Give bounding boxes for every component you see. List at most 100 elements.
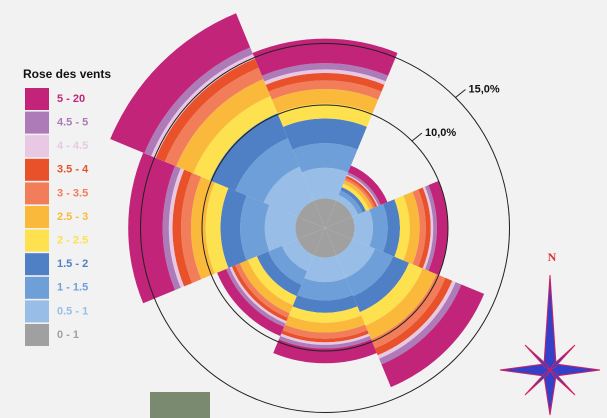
compass bbox=[499, 274, 601, 416]
sector-segment bbox=[341, 183, 370, 212]
sector-segment bbox=[347, 172, 381, 206]
sector-segment bbox=[281, 330, 369, 343]
ring-leader bbox=[455, 89, 466, 98]
sector-segment bbox=[144, 47, 253, 156]
ring-leader bbox=[411, 132, 423, 142]
legend-label: 1.5 - 2 bbox=[57, 258, 88, 270]
grid-ring bbox=[201, 104, 449, 352]
sector-segment bbox=[220, 187, 247, 269]
sector-segment bbox=[268, 80, 382, 100]
sector-segment bbox=[371, 274, 446, 349]
sector-segment bbox=[418, 187, 431, 269]
sector-segment bbox=[284, 315, 366, 333]
sector-segment bbox=[247, 256, 297, 306]
sector-segment bbox=[345, 248, 394, 297]
sector-segment bbox=[265, 73, 385, 92]
sector-segment bbox=[428, 180, 448, 276]
sector-segment bbox=[210, 113, 288, 191]
sector-segment bbox=[278, 335, 372, 349]
legend-swatch bbox=[25, 276, 49, 299]
sector-segment bbox=[359, 262, 423, 326]
sector-segment bbox=[301, 167, 349, 201]
grid-ring bbox=[140, 43, 510, 413]
sector-segment bbox=[268, 245, 308, 285]
sector-segment bbox=[340, 187, 366, 213]
sector-segment bbox=[256, 251, 302, 297]
sector-segment bbox=[295, 216, 325, 240]
sector-segment bbox=[226, 267, 286, 327]
sector-segment bbox=[325, 216, 355, 240]
sector-segment bbox=[264, 69, 386, 85]
sector-segment bbox=[263, 166, 314, 217]
sector-segment bbox=[304, 255, 346, 283]
sector-segment bbox=[281, 239, 314, 272]
sector-segment bbox=[231, 265, 288, 322]
sector-segment bbox=[280, 333, 370, 345]
ring-label: 10,0% bbox=[425, 127, 456, 139]
legend-label: 3 - 3.5 bbox=[57, 187, 88, 199]
legend-label: 0.5 - 1 bbox=[57, 305, 88, 317]
sector-segment bbox=[374, 277, 453, 356]
compass-north: N bbox=[548, 250, 557, 264]
sector-segment bbox=[217, 268, 285, 336]
legend-swatch bbox=[25, 229, 49, 252]
sector-segment bbox=[271, 89, 379, 114]
sector-segment bbox=[425, 185, 437, 271]
sector-segment bbox=[292, 295, 358, 313]
sector-segment bbox=[264, 204, 298, 252]
legend-swatch bbox=[25, 135, 49, 158]
legend-label: 4 - 4.5 bbox=[57, 140, 88, 152]
sector-segment bbox=[239, 260, 293, 314]
sector-segment bbox=[288, 306, 362, 323]
legend-label: 5 - 20 bbox=[57, 93, 85, 105]
sector-segment bbox=[297, 200, 325, 228]
sector-segment bbox=[176, 79, 271, 174]
sector-segment bbox=[128, 152, 175, 304]
legend-swatch bbox=[25, 253, 49, 276]
sector-segment bbox=[205, 182, 229, 274]
sector-segment bbox=[379, 282, 462, 365]
sector-segment bbox=[235, 263, 290, 318]
sector-segment bbox=[353, 256, 410, 313]
sector-segment bbox=[381, 284, 485, 388]
sector-segment bbox=[338, 190, 363, 215]
legend-title: Rose des vents bbox=[23, 67, 111, 81]
sector-segment bbox=[162, 165, 181, 291]
legend-swatch bbox=[25, 206, 49, 228]
legend-swatch bbox=[25, 111, 49, 134]
sector-segment bbox=[336, 239, 376, 279]
sector-segment bbox=[283, 118, 367, 150]
legend-label: 4.5 - 5 bbox=[57, 117, 88, 129]
sector-segment bbox=[336, 195, 358, 217]
sector-segment bbox=[235, 138, 300, 203]
sector-segment bbox=[110, 13, 251, 154]
sector-segment bbox=[168, 168, 185, 288]
sector-segment bbox=[394, 195, 410, 261]
map-thumbnail bbox=[150, 392, 210, 418]
sector-segment bbox=[240, 195, 270, 261]
sector-segment bbox=[348, 165, 388, 205]
legend-swatch bbox=[25, 88, 49, 110]
sector-segment bbox=[155, 58, 259, 162]
sector-segment bbox=[382, 199, 401, 257]
sector-segment bbox=[252, 38, 398, 76]
sector-segment bbox=[365, 268, 437, 340]
sector-segment bbox=[297, 278, 353, 301]
legend-swatch bbox=[25, 300, 49, 323]
legend-swatch bbox=[25, 182, 49, 205]
sector-segment bbox=[193, 96, 278, 181]
sector-segment bbox=[345, 175, 378, 208]
legend-label: 2.5 - 3 bbox=[57, 211, 88, 223]
sector-segment bbox=[369, 203, 388, 253]
sectors bbox=[110, 13, 485, 388]
sector-segment bbox=[412, 189, 426, 267]
legend-label: 2 - 2.5 bbox=[57, 235, 88, 247]
ring-label: 15,0% bbox=[468, 83, 499, 95]
sector-segment bbox=[292, 143, 358, 173]
sector-segment bbox=[313, 198, 337, 228]
sector-segment bbox=[352, 209, 373, 247]
sector-segment bbox=[172, 169, 193, 287]
sector-segment bbox=[261, 63, 389, 82]
sector-segment bbox=[282, 324, 368, 339]
